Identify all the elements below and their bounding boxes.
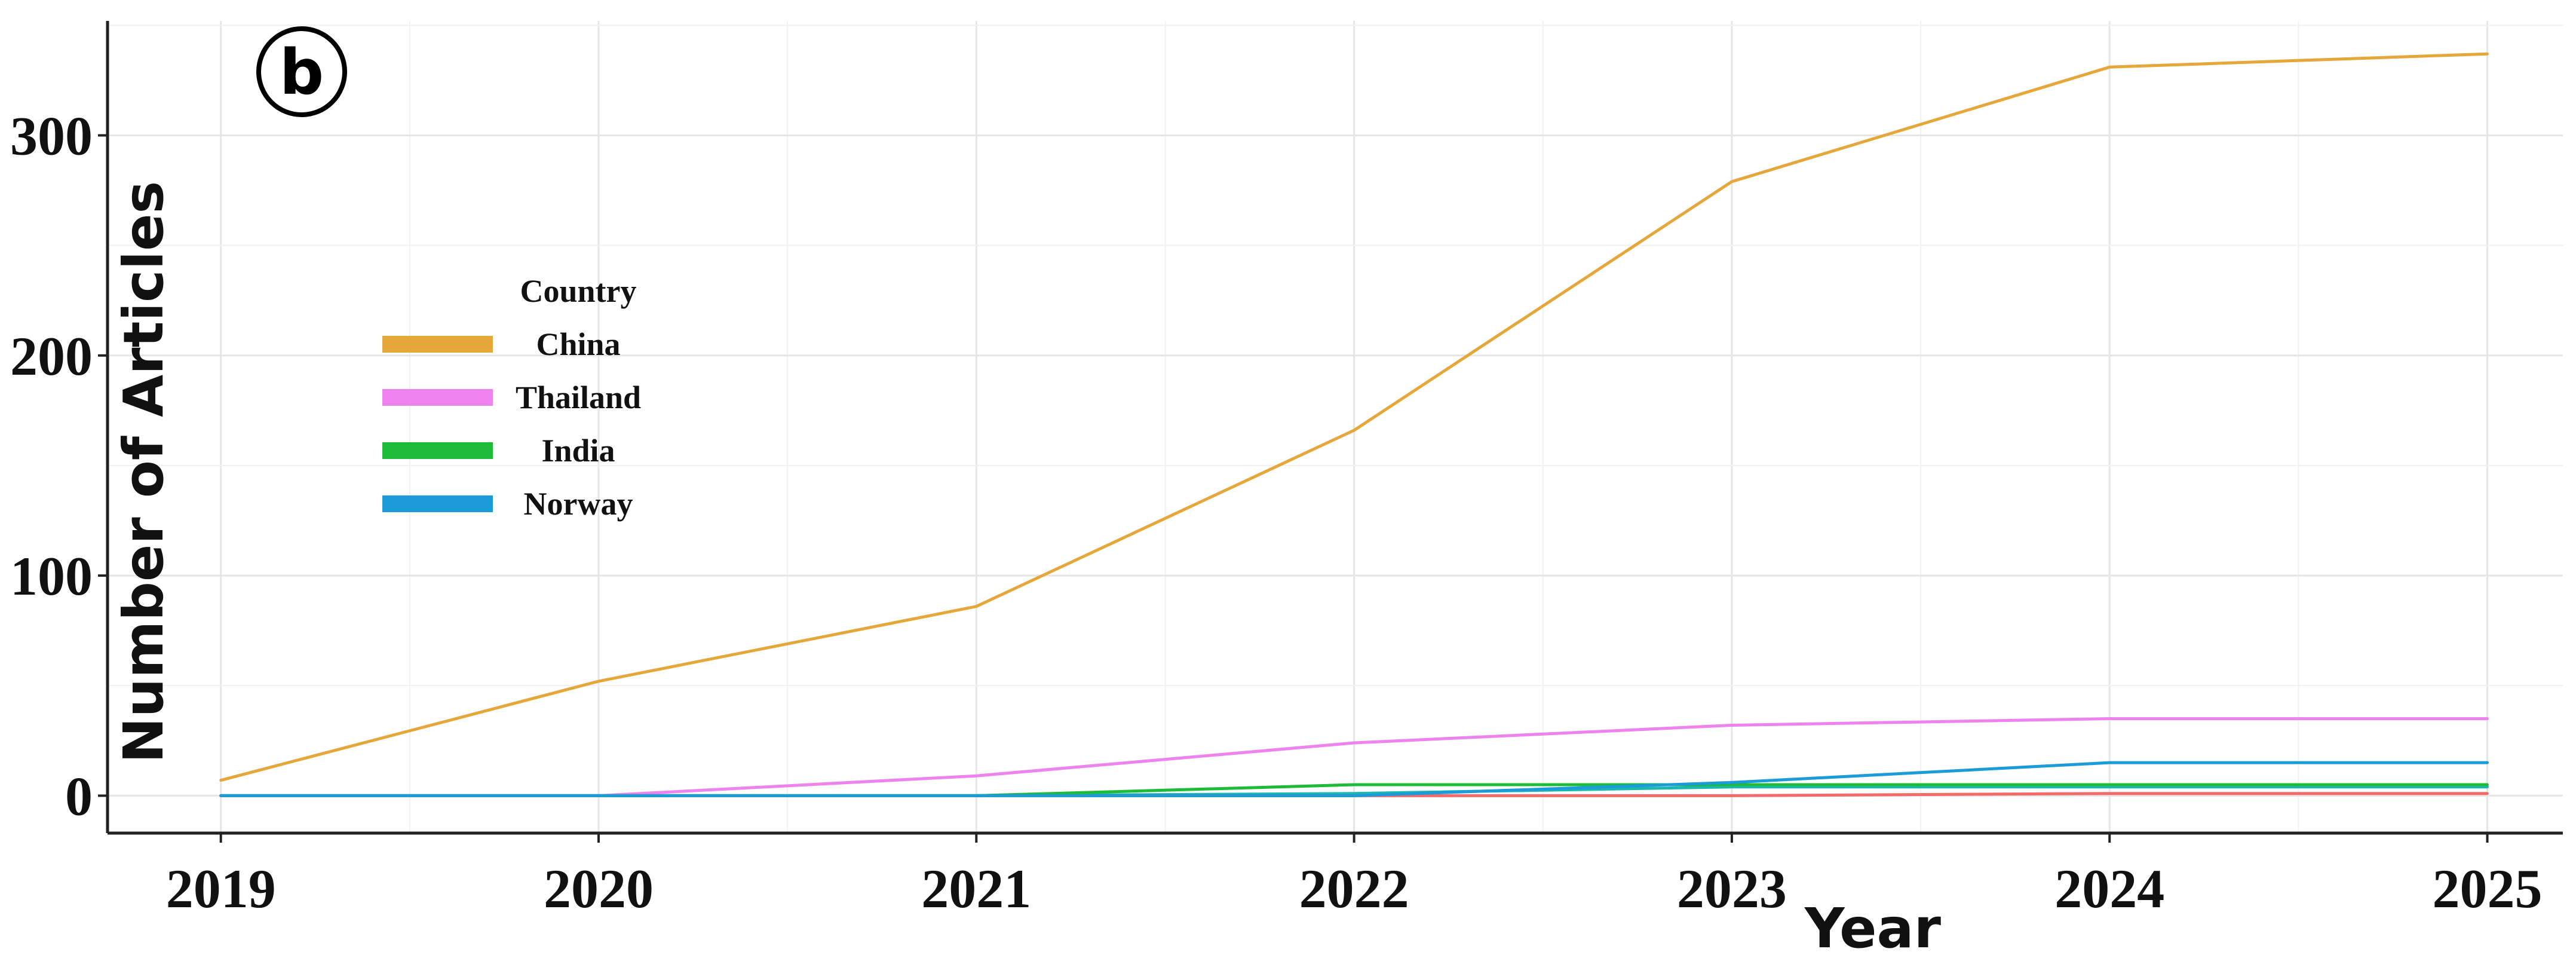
legend-key-china [382,336,493,353]
legend-title: Country [520,273,636,309]
legend-label-china: China [536,326,620,362]
legend-key-norway [382,495,493,512]
y-tick-label: 200 [10,326,93,387]
panel-label: b [256,26,347,117]
y-tick-label: 0 [65,766,93,827]
axes [106,21,2563,835]
y-tick-label: 100 [10,546,93,607]
x-tick-label: 2020 [544,858,654,919]
panel-label-text: b [280,36,324,109]
y-tick-label: 300 [10,106,93,167]
gridlines [108,21,2563,833]
y-axis-title: Number of Articles [112,181,176,764]
legend-key-thailand [382,389,493,406]
x-tick-label: 2025 [2433,858,2543,919]
x-tick-label: 2024 [2054,858,2164,919]
legend-label-india: India [541,433,615,469]
series-lines [219,52,2489,797]
panel-label-circle [256,26,347,117]
x-tick-label: 2022 [1299,858,1409,919]
x-axis-title: Year [1804,896,1942,958]
x-tick-label: 2021 [921,858,1031,919]
legend-label-thailand: Thailand [516,379,641,415]
x-tick-label: 2019 [166,858,276,919]
series-line-norway [219,761,2489,797]
x-tick-label: 2023 [1677,858,1787,919]
series-line-china [219,52,2489,782]
tick-labels: 0 100 200 300 2019 2020 2021 2022 2023 2024 2025 [10,106,2543,919]
legend-label-norway: Norway [524,486,633,522]
legend-key-india [382,442,493,459]
legend: Country China Thailand India Norway [382,273,641,522]
